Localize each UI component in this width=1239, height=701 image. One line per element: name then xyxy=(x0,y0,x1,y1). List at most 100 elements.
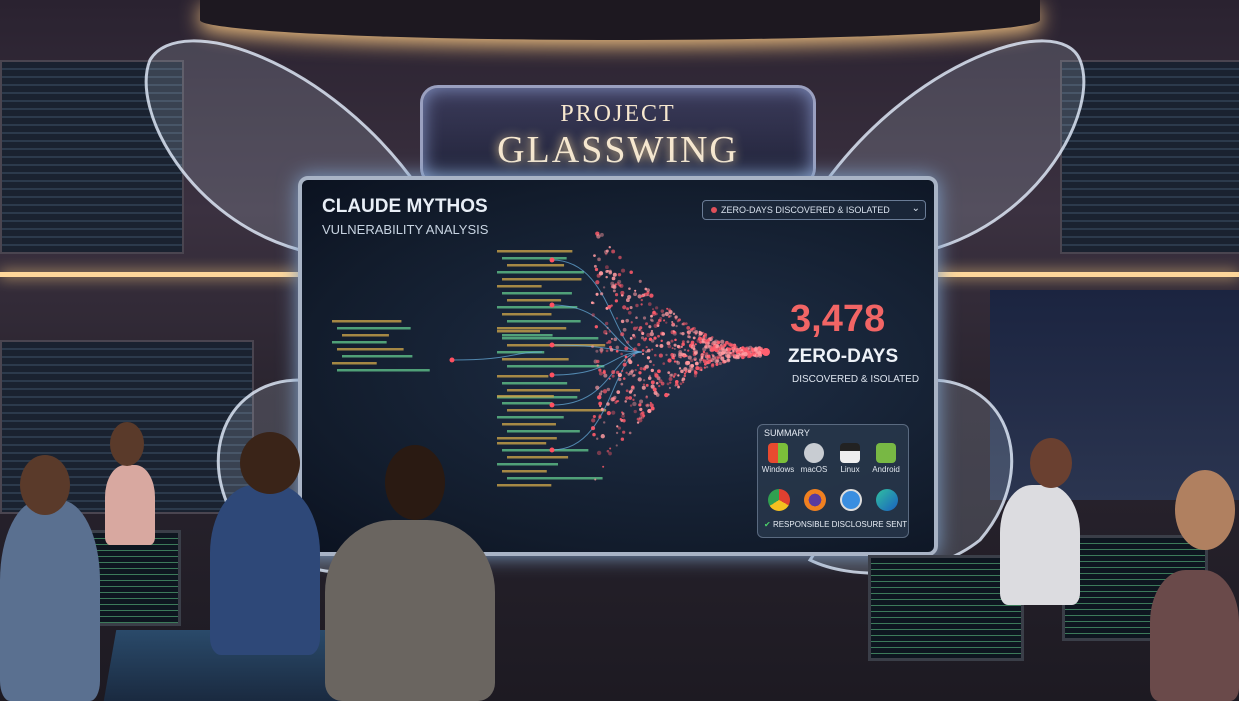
apple-icon xyxy=(804,443,824,463)
vulnerability-particle xyxy=(666,341,671,346)
vulnerability-particle xyxy=(645,350,648,353)
vulnerability-particle xyxy=(676,319,680,323)
code-line xyxy=(497,351,545,354)
vulnerability-particle xyxy=(649,293,654,298)
vulnerability-particle xyxy=(616,370,620,375)
vulnerability-particle xyxy=(682,381,685,384)
vulnerability-particle xyxy=(675,324,678,328)
code-line xyxy=(342,355,413,358)
vulnerability-particle xyxy=(611,284,616,289)
vulnerability-particle xyxy=(621,411,624,414)
vulnerability-particle xyxy=(638,416,642,420)
vulnerability-particle xyxy=(625,298,630,303)
vulnerability-particle xyxy=(618,377,622,382)
code-line xyxy=(502,257,567,260)
vulnerability-particle xyxy=(650,380,655,385)
vulnerability-particle xyxy=(610,304,613,307)
vulnerability-particle xyxy=(723,359,727,364)
sign-line2: GLASSWING xyxy=(497,129,739,171)
code-line xyxy=(497,327,567,330)
vulnerability-particle xyxy=(645,383,649,387)
vulnerability-particle xyxy=(625,371,628,374)
vulnerability-particle xyxy=(598,401,603,406)
vulnerability-particle xyxy=(642,414,646,418)
person-head xyxy=(20,455,70,515)
vulnerability-particle xyxy=(650,329,654,333)
code-line xyxy=(502,423,556,426)
vulnerability-particle xyxy=(667,315,671,318)
code-line xyxy=(332,320,402,323)
vulnerability-particle xyxy=(715,362,719,366)
code-line xyxy=(497,271,584,274)
vulnerability-particle xyxy=(757,347,761,351)
vulnerability-particle xyxy=(659,316,663,321)
vulnerability-particle xyxy=(639,407,643,412)
vulnerability-particle xyxy=(678,367,682,370)
vulnerability-particle xyxy=(620,437,625,441)
os-label: macOS xyxy=(800,465,828,474)
vulnerability-particle xyxy=(690,367,694,371)
code-line xyxy=(502,470,547,473)
code-line xyxy=(497,375,549,378)
vulnerability-particle xyxy=(683,374,687,378)
vulnerability-particle xyxy=(598,371,603,376)
vulnerability-particle xyxy=(629,306,633,310)
vulnerability-particle xyxy=(617,373,622,378)
vulnerability-particle xyxy=(690,340,695,345)
vulnerability-particle xyxy=(717,347,721,351)
vulnerability-particle xyxy=(599,348,604,352)
vulnerability-particle xyxy=(643,367,647,371)
vulnerability-particle xyxy=(643,337,647,342)
vulnerability-particle xyxy=(665,321,668,324)
vulnerability-particle xyxy=(632,326,637,331)
vulnerability-particle xyxy=(740,348,744,352)
vulnerability-particle xyxy=(650,384,655,389)
vulnerability-particle xyxy=(652,310,656,314)
vulnerability-particle xyxy=(666,307,669,310)
code-line xyxy=(342,334,389,337)
vulnerability-particle xyxy=(600,390,603,393)
vulnerability-particle xyxy=(695,366,700,371)
vulnerability-particle xyxy=(620,352,623,356)
vulnerability-particle xyxy=(674,315,678,319)
vulnerability-particle xyxy=(668,386,671,390)
vulnerability-particle xyxy=(645,404,648,407)
vulnerability-particle xyxy=(600,434,605,439)
vulnerability-particle xyxy=(702,350,706,354)
vulnerability-particle xyxy=(628,390,633,394)
vulnerability-particle xyxy=(619,283,624,288)
vulnerability-particle xyxy=(640,330,643,333)
server-rack-right-upper xyxy=(1060,60,1239,254)
vulnerability-particle xyxy=(707,341,711,345)
node-dot xyxy=(549,257,555,263)
vulnerability-particle xyxy=(616,390,621,394)
node-dot xyxy=(549,447,555,453)
vulnerability-particle xyxy=(667,358,672,363)
firefox-icon xyxy=(804,489,826,511)
vulnerability-particle xyxy=(615,400,619,403)
code-line xyxy=(497,416,564,419)
filter-dropdown[interactable]: ZERO-DAYS DISCOVERED & ISOLATED ⌄ xyxy=(702,200,926,220)
vulnerability-particle xyxy=(676,361,681,365)
summary-panel: SUMMARY Windows macOS Linux Android ✔ RE… xyxy=(757,424,909,538)
vulnerability-particle xyxy=(667,344,672,349)
vulnerability-particle xyxy=(693,371,698,375)
disclosure-status-label: RESPONSIBLE DISCLOSURE SENT xyxy=(772,520,908,529)
vulnerability-particle xyxy=(728,342,732,347)
vulnerability-particle xyxy=(667,371,671,375)
code-line xyxy=(502,334,553,337)
vulnerability-particle xyxy=(702,335,706,339)
vulnerability-particle xyxy=(691,327,695,330)
vulnerability-particle xyxy=(618,255,622,260)
vulnerability-particle xyxy=(611,276,616,281)
vulnerability-particle xyxy=(632,354,636,357)
vulnerability-particle xyxy=(603,373,608,378)
vulnerability-particle xyxy=(615,349,619,353)
vulnerability-particle xyxy=(741,355,745,360)
vulnerability-particle xyxy=(612,289,616,293)
vulnerability-particle xyxy=(652,387,657,392)
vulnerability-particle xyxy=(637,294,642,299)
vulnerability-particle xyxy=(672,353,677,358)
code-line xyxy=(497,306,578,309)
vulnerability-particle xyxy=(642,316,647,320)
